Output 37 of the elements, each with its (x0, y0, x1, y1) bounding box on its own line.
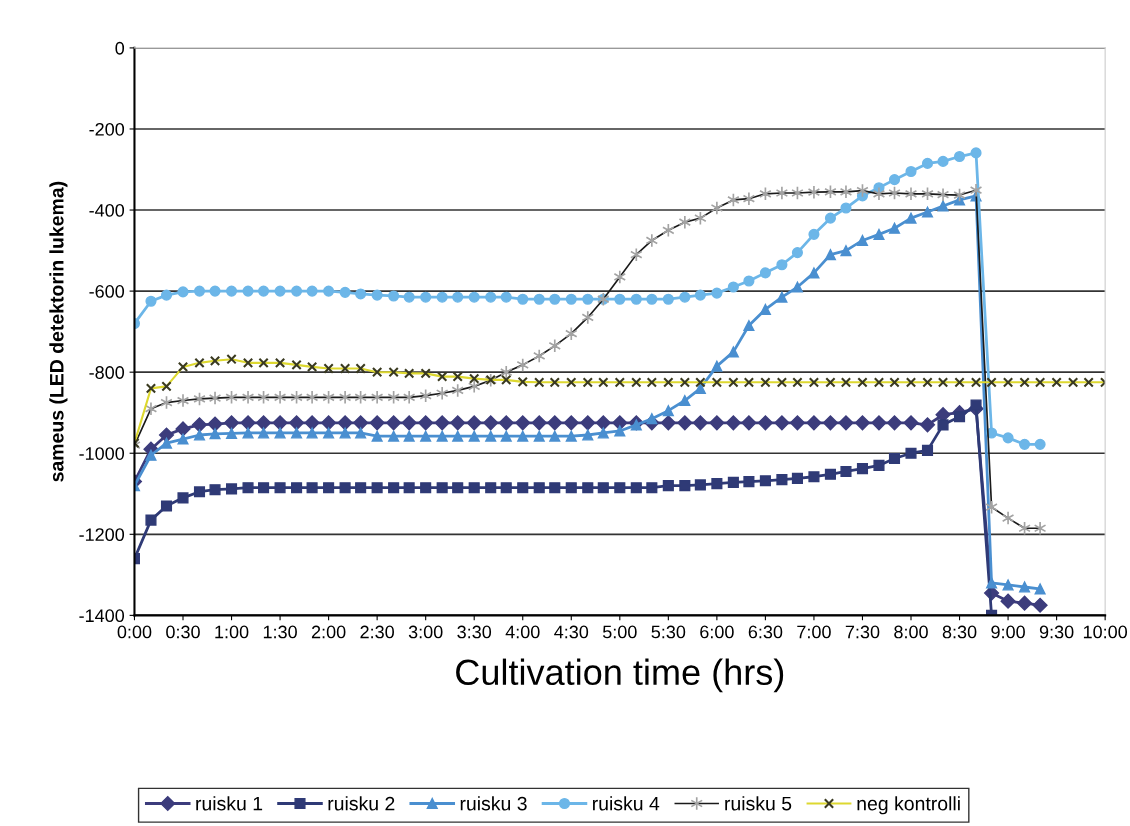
y-tick-label: 0 (115, 41, 125, 55)
x-tick-label: 7:00 (797, 625, 831, 639)
legend-label: ruisku 3 (460, 796, 527, 811)
y-tick-label: -800 (89, 366, 125, 379)
legend-label: ruisku 2 (328, 796, 395, 811)
x-tick-label: 5:30 (651, 625, 686, 639)
x-tick-label: 3:00 (408, 625, 443, 639)
y-tick-label: -1400 (79, 609, 125, 623)
x-tick-label: 3:30 (457, 625, 492, 639)
y-axis-title: sameus (LED detektorin lukema) (49, 181, 68, 482)
x-tick-label: 2:00 (311, 625, 346, 639)
x-tick-label: 4:00 (505, 625, 540, 639)
x-tick-label: 9:00 (991, 625, 1025, 639)
x-tick-label: 7:30 (845, 625, 880, 639)
legend-label: ruisku 4 (593, 796, 660, 811)
x-tick-label: 4:30 (554, 625, 589, 639)
x-tick-label: 0:00 (117, 625, 152, 639)
y-tick-label: -1000 (79, 447, 125, 460)
x-tick-label: 8:00 (894, 625, 928, 639)
x-tick-label: 1:00 (215, 625, 249, 639)
x-tick-label: 10:00 (1083, 625, 1128, 639)
y-tick-label: -200 (89, 122, 125, 136)
y-tick-label: -1200 (79, 528, 125, 542)
x-tick-label: 8:30 (942, 625, 977, 639)
x-tick-label: 6:00 (700, 625, 734, 639)
x-axis-title: Cultivation time (hrs) (456, 658, 784, 693)
legend-label: ruisku 5 (725, 796, 792, 811)
x-tick-label: 5:00 (602, 625, 637, 639)
legend-label: ruisku 1 (196, 796, 263, 811)
y-tick-label: -600 (89, 285, 125, 298)
x-tick-label: 2:30 (360, 625, 394, 639)
x-tick-label: 9:30 (1039, 625, 1074, 639)
y-tick-label: -400 (89, 203, 125, 217)
x-tick-label: 0:30 (166, 625, 200, 639)
x-tick-label: 1:30 (263, 625, 297, 639)
legend-label: neg kontrolli (857, 796, 960, 815)
x-tick-label: 6:30 (748, 625, 783, 639)
